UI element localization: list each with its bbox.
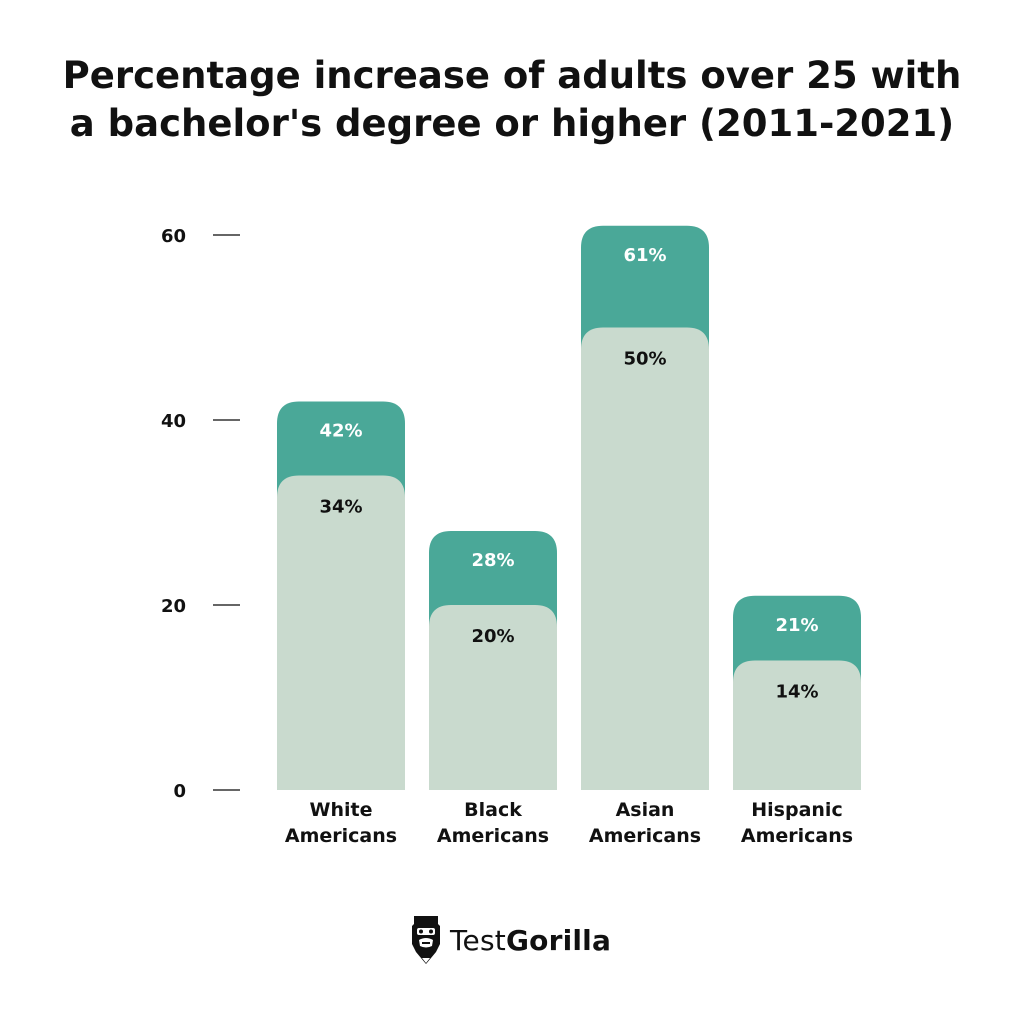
logo-text-light: Test [450,923,506,957]
bar-base [429,605,557,790]
y-tick-label: 60 [161,226,186,247]
x-category-label: Americans [589,825,701,847]
logo-wordmark: TestGorilla [450,924,611,957]
data-label-total: 42% [319,421,362,442]
bar-base [581,327,709,790]
y-tick-label: 0 [173,781,186,802]
data-label-base: 50% [623,349,666,370]
x-category-label: Americans [741,825,853,847]
x-category-label: Black [464,799,522,821]
x-category-label: White [310,799,373,821]
data-label-base: 34% [319,497,362,518]
data-label-total: 21% [775,615,818,636]
chart-title-line-2: a bachelor's degree or higher (2011-2021… [69,102,955,145]
x-category-label: Asian [616,799,675,821]
y-tick-label: 20 [161,596,186,617]
gorilla-icon [412,916,440,964]
x-category-label: Americans [285,825,397,847]
y-tick-label: 40 [161,411,186,432]
data-label-base: 14% [775,682,818,703]
chart-title: Percentage increase of adults over 25 wi… [0,52,1024,148]
logo-text-bold: Gorilla [505,923,612,957]
data-label-total: 28% [471,550,514,571]
testgorilla-logo: TestGorilla [410,912,611,968]
data-label-total: 61% [623,245,666,266]
bar-base [277,475,405,790]
chart-title-line-1: Percentage increase of adults over 25 wi… [62,54,962,97]
x-category-label: Hispanic [751,799,842,821]
x-category-label: Americans [437,825,549,847]
bar-base [733,660,861,790]
data-label-base: 20% [471,626,514,647]
